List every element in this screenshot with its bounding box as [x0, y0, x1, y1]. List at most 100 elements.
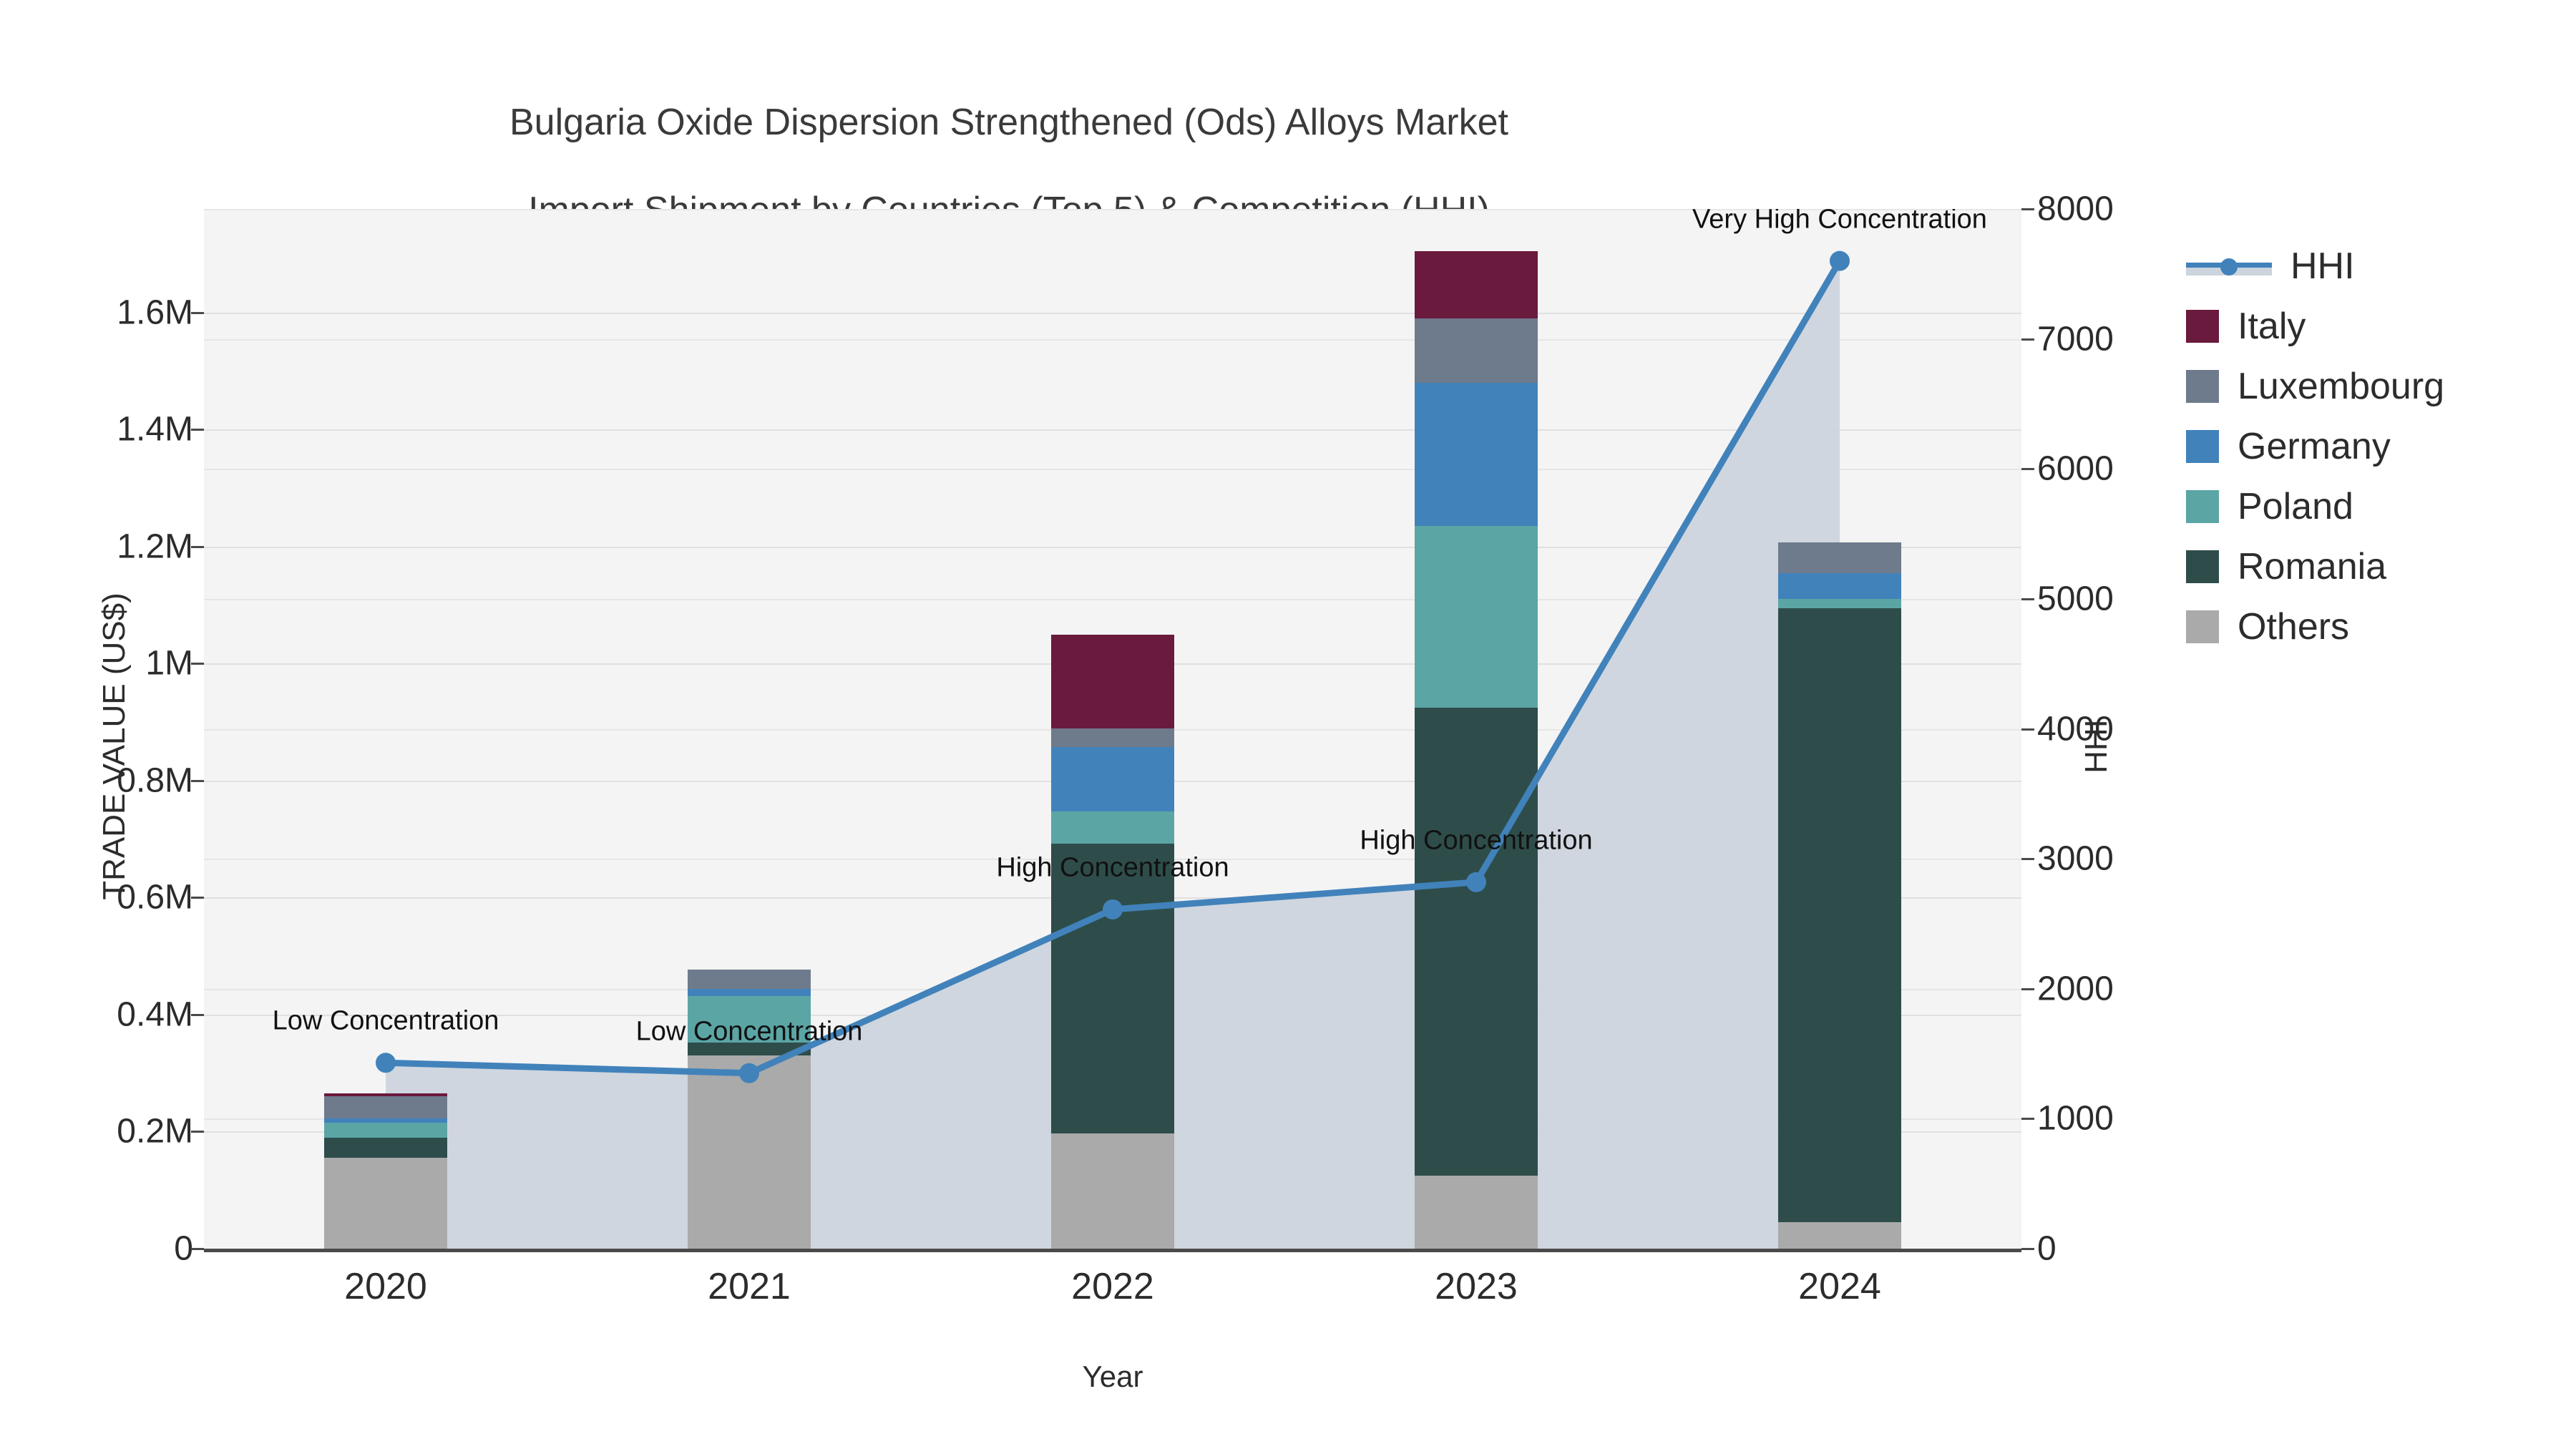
x-axis-tick-label: 2021	[708, 1266, 791, 1307]
y-axis-right-tick-mark	[2021, 468, 2034, 471]
legend-line-dot	[2220, 258, 2238, 275]
legend-item-label: Romania	[2238, 546, 2387, 587]
annotation-label: High Concentration	[996, 852, 1229, 883]
hhi-line-svg	[376, 250, 1850, 1083]
x-axis-tick-label: 2020	[344, 1266, 427, 1307]
bar-segment-poland[interactable]	[688, 995, 811, 1043]
hhi-data-point[interactable]	[1466, 872, 1486, 892]
bar-segment-poland[interactable]	[1051, 811, 1174, 844]
annotation-label: Low Concentration	[272, 1005, 499, 1036]
y-axis-left-tick-mark	[191, 663, 204, 665]
legend-item-poland[interactable]: Poland	[2186, 477, 2444, 537]
y-axis-right-tick-mark	[2021, 858, 2034, 861]
y-axis-left-label: TRADE VALUE (US$)	[97, 592, 132, 900]
gridline	[204, 546, 2021, 548]
legend-color-swatch	[2186, 430, 2219, 463]
y-axis-left-tick-label: 1.2M	[117, 527, 193, 566]
bar-segment-others[interactable]	[688, 1055, 811, 1249]
legend-item-label: HHI	[2290, 245, 2355, 287]
y-axis-left-tick-label: 0.8M	[117, 761, 193, 800]
bar-segment-italy[interactable]	[1051, 635, 1174, 729]
legend-color-swatch	[2186, 550, 2219, 583]
bar-stack[interactable]	[688, 209, 811, 1249]
y-axis-left-tick-mark	[191, 1013, 204, 1016]
hhi-data-point[interactable]	[376, 1053, 396, 1073]
bar-segment-others[interactable]	[1778, 1222, 1901, 1249]
y-axis-right-tick-label: 0	[2037, 1229, 2057, 1268]
y-axis-right-tick-mark	[2021, 1118, 2034, 1121]
y-axis-left-tick-label: 0.2M	[117, 1112, 193, 1151]
legend-item-romania[interactable]: Romania	[2186, 537, 2444, 597]
bar-segment-others[interactable]	[1051, 1133, 1174, 1249]
legend-item-hhi[interactable]: HHI	[2186, 236, 2444, 296]
bar-stack[interactable]	[324, 209, 447, 1249]
legend-item-label: Italy	[2238, 306, 2306, 347]
y-axis-right-tick-label: 2000	[2037, 970, 2114, 1008]
bar-segment-italy[interactable]	[324, 1093, 447, 1096]
bar-segment-germany[interactable]	[688, 988, 811, 996]
bar-segment-romania[interactable]	[1778, 608, 1901, 1223]
bar-segment-germany[interactable]	[324, 1118, 447, 1123]
bar-segment-romania[interactable]	[1415, 707, 1538, 1176]
y-axis-left-tick-label: 0.4M	[117, 995, 193, 1034]
hhi-data-point[interactable]	[1103, 899, 1123, 919]
y-axis-right-tick-mark	[2021, 987, 2034, 990]
bar-segment-romania[interactable]	[1051, 844, 1174, 1133]
y-axis-left-tick-label: 0.6M	[117, 878, 193, 917]
bar-segment-others[interactable]	[324, 1158, 447, 1249]
y-axis-right-label: HHI	[2079, 719, 2114, 774]
bar-segment-italy[interactable]	[1415, 250, 1538, 318]
bar-segment-germany[interactable]	[1778, 572, 1901, 600]
bar-segment-romania[interactable]	[688, 1043, 811, 1056]
bar-segment-germany[interactable]	[1051, 747, 1174, 812]
x-axis-tick-label: 2024	[1798, 1266, 1881, 1307]
y-axis-right-tick-label: 4000	[2037, 710, 2114, 748]
y-axis-left-tick-label: 1.6M	[117, 293, 193, 332]
gridline	[204, 312, 2021, 314]
legend-item-italy[interactable]: Italy	[2186, 296, 2444, 356]
y-axis-left-tick-mark	[191, 1131, 204, 1133]
bar-segment-luxembourg[interactable]	[1778, 542, 1901, 573]
bar-segment-germany[interactable]	[1415, 382, 1538, 527]
bar-segment-others[interactable]	[1415, 1175, 1538, 1249]
legend-item-luxembourg[interactable]: Luxembourg	[2186, 356, 2444, 416]
bar-segment-luxembourg[interactable]	[1415, 318, 1538, 383]
bar-segment-poland[interactable]	[324, 1123, 447, 1138]
hhi-data-point[interactable]	[739, 1063, 759, 1083]
bar-segment-luxembourg[interactable]	[1051, 728, 1174, 748]
legend-line-marker	[2186, 250, 2272, 283]
y-axis-right-tick-label: 5000	[2037, 580, 2114, 618]
y-axis-left-tick-mark	[191, 545, 204, 548]
bar-stack[interactable]	[1051, 209, 1174, 1249]
y-axis-right-tick-mark	[2021, 728, 2034, 731]
bar-segment-poland[interactable]	[1778, 599, 1901, 608]
bar-stack[interactable]	[1778, 209, 1901, 1249]
y-axis-left-tick-label: 1M	[145, 644, 193, 683]
y-axis-right-tick-mark	[2021, 597, 2034, 600]
legend-item-germany[interactable]: Germany	[2186, 416, 2444, 477]
x-axis-line	[204, 1249, 2021, 1252]
bar-segment-romania[interactable]	[324, 1137, 447, 1158]
y-axis-right-tick-label: 1000	[2037, 1099, 2114, 1138]
legend-item-label: Poland	[2238, 486, 2353, 527]
gridline-right	[204, 598, 2021, 600]
bar-stack[interactable]	[1415, 209, 1538, 1249]
legend-item-others[interactable]: Others	[2186, 597, 2444, 657]
legend-color-swatch	[2186, 310, 2219, 343]
annotation-label: Low Concentration	[635, 1016, 863, 1047]
plot-clip: Low Concentration Low Concentration High C…	[204, 209, 2021, 1249]
plot-area: Low Concentration Low Concentration High C…	[204, 209, 2021, 1249]
legend-color-swatch	[2186, 370, 2219, 403]
chart-title-line-1: Bulgaria Oxide Dispersion Strengthened (…	[509, 102, 1508, 144]
y-axis-right-tick-label: 6000	[2037, 449, 2114, 488]
gridline	[204, 429, 2021, 431]
bar-segment-luxembourg[interactable]	[688, 970, 811, 989]
hhi-data-point[interactable]	[1830, 250, 1850, 271]
legend: HHI Italy Luxembourg Germany Poland Romania Ot…	[2186, 236, 2444, 657]
bar-segment-poland[interactable]	[1415, 526, 1538, 708]
y-axis-left-tick-mark	[191, 311, 204, 314]
bar-segment-luxembourg[interactable]	[324, 1096, 447, 1118]
y-axis-right-tick-label: 7000	[2037, 320, 2114, 358]
annotation-label: Very High Concentration	[1692, 209, 1987, 235]
